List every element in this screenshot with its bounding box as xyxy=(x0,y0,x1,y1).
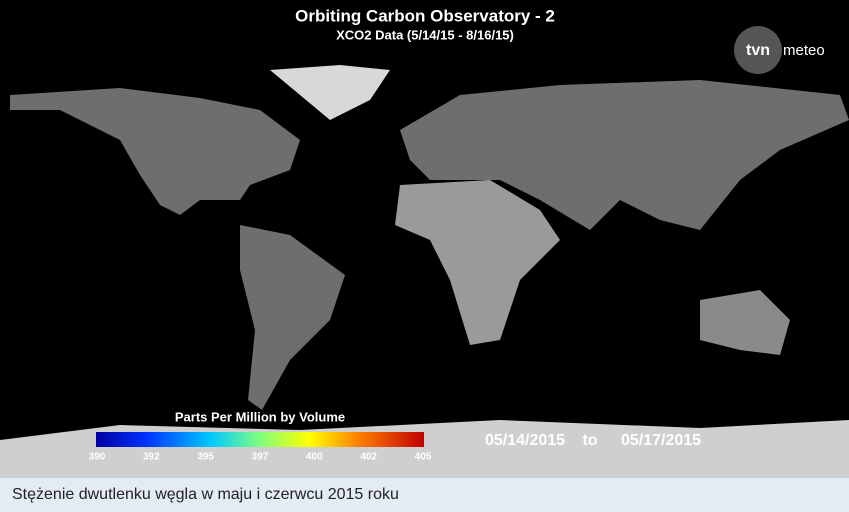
south-america xyxy=(240,225,345,410)
logo-mark: tvn xyxy=(746,42,770,59)
australia xyxy=(700,290,790,355)
map-image: Orbiting Carbon Observatory - 2 XCO2 Dat… xyxy=(0,0,849,478)
eurasia xyxy=(400,80,849,230)
colorbar-tick-label: 400 xyxy=(306,452,323,463)
colorbar xyxy=(96,432,424,447)
colorbar-tick-label: 402 xyxy=(360,452,377,463)
africa xyxy=(395,180,560,345)
logo-badge xyxy=(734,26,782,74)
subtitle: XCO2 Data (5/14/15 - 8/16/15) xyxy=(336,27,514,42)
colorbar-tick-label: 392 xyxy=(143,452,160,463)
greenland xyxy=(270,65,390,120)
caption: Stężenie dwutlenku węgla w maju i czerwc… xyxy=(0,478,849,512)
continents xyxy=(0,65,849,478)
date-separator: to xyxy=(582,432,597,449)
colorbar-ticks: 390 392 395 397 400 402 405 xyxy=(89,452,432,463)
antarctica xyxy=(0,420,849,478)
colorbar-tick-label: 395 xyxy=(197,452,214,463)
colorbar-tick-label: 390 xyxy=(89,452,106,463)
colorbar-label: Parts Per Million by Volume xyxy=(175,409,345,424)
colorbar-tick-label: 397 xyxy=(252,452,269,463)
colorbar-tick-label: 405 xyxy=(415,452,432,463)
date-start: 05/14/2015 xyxy=(485,432,565,449)
logo-text: meteo xyxy=(783,42,825,59)
date-end: 05/17/2015 xyxy=(621,432,701,449)
north-america xyxy=(10,88,300,215)
title: Orbiting Carbon Observatory - 2 xyxy=(295,6,555,25)
ocean xyxy=(0,0,849,478)
